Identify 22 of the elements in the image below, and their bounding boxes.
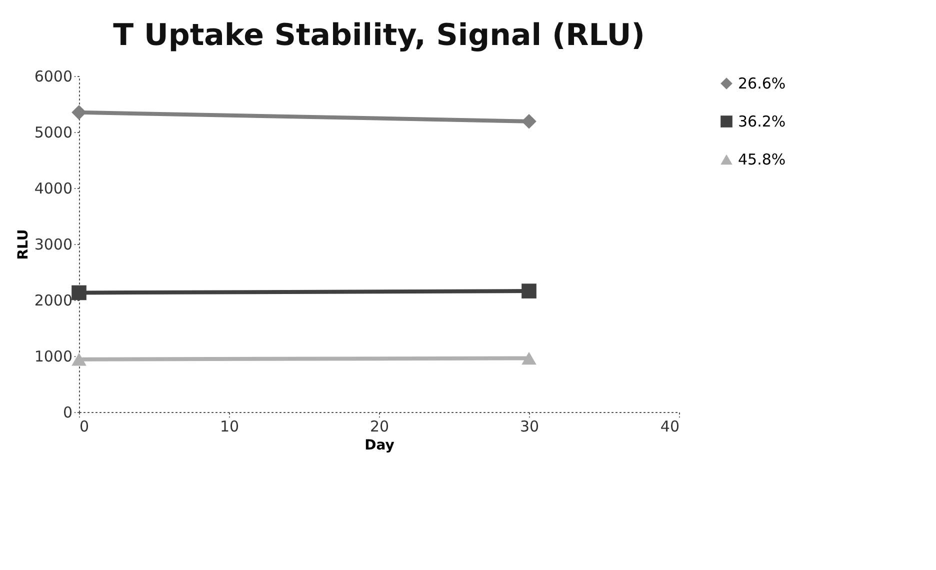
y-axis-title: RLU [15, 229, 32, 260]
y-tick-label: 1000 [34, 348, 72, 366]
x-tick-label: 40 [660, 418, 680, 436]
y-tick-label: 2000 [34, 292, 72, 310]
y-tick-label: 3000 [34, 236, 72, 254]
legend-label: 36.2% [738, 112, 786, 130]
point [72, 285, 86, 300]
x-tick-label: 10 [220, 418, 240, 436]
point [522, 284, 536, 298]
y-tick-label: 4000 [34, 180, 72, 198]
point [522, 114, 536, 129]
legend-label: 26.6% [738, 74, 786, 92]
y-tick-label: 0 [62, 404, 72, 422]
x-tick-label: 20 [370, 418, 390, 436]
x-tick-label: 30 [520, 418, 540, 436]
x-tick-label: 0 [80, 418, 90, 436]
legend-label: 45.8% [738, 150, 786, 168]
y-tick-label: 5000 [34, 124, 72, 142]
point [72, 104, 86, 120]
y-tick-label: 6000 [34, 68, 72, 86]
x-axis-title: Day [364, 438, 394, 454]
chart-title: T Uptake Stability, Signal (RLU) [113, 18, 645, 53]
